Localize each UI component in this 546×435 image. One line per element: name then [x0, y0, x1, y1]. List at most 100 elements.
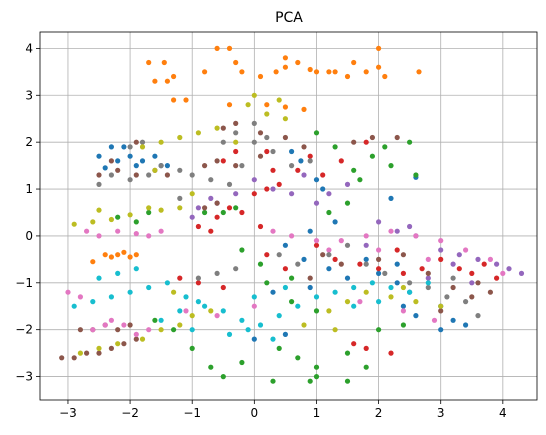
data-point: [214, 313, 220, 319]
data-point: [115, 270, 121, 276]
series-2: [115, 130, 419, 384]
data-point: [307, 378, 313, 384]
data-point: [133, 139, 139, 145]
y-tick-label: −1: [15, 276, 33, 290]
data-point: [139, 158, 146, 164]
data-point: [289, 163, 295, 169]
data-point: [90, 327, 96, 333]
data-point: [233, 139, 239, 145]
data-point: [332, 289, 338, 295]
data-point: [226, 45, 233, 52]
data-point: [289, 299, 295, 305]
data-point: [394, 280, 400, 286]
data-point: [90, 219, 96, 225]
data-point: [270, 228, 276, 234]
data-point: [416, 69, 422, 75]
data-point: [313, 177, 320, 183]
data-point: [220, 209, 226, 216]
data-point: [376, 64, 382, 70]
data-point: [307, 66, 313, 73]
data-point: [394, 134, 400, 141]
data-point: [158, 327, 164, 333]
data-point: [369, 280, 375, 286]
data-point: [388, 163, 394, 169]
data-point: [77, 294, 83, 300]
data-point: [475, 280, 481, 286]
data-point: [264, 111, 270, 117]
data-point: [276, 97, 282, 103]
data-point: [264, 186, 270, 192]
data-point: [251, 294, 257, 300]
data-point: [351, 303, 357, 309]
data-point: [177, 167, 183, 173]
data-point: [270, 336, 276, 342]
data-point: [400, 270, 406, 276]
data-point: [363, 256, 369, 262]
data-point: [183, 97, 189, 103]
data-point: [282, 242, 288, 248]
data-point: [307, 153, 313, 159]
data-point: [376, 256, 382, 262]
data-point: [369, 134, 375, 141]
data-point: [450, 261, 456, 267]
data-point: [344, 350, 351, 356]
data-point: [344, 73, 351, 80]
data-point: [276, 181, 282, 187]
data-point: [127, 212, 133, 218]
data-point: [127, 322, 133, 328]
data-point: [202, 303, 208, 309]
data-point: [344, 275, 351, 281]
data-point: [450, 317, 456, 323]
data-point: [282, 55, 288, 61]
data-point: [71, 221, 77, 227]
data-point: [382, 270, 388, 276]
data-point: [289, 275, 295, 281]
data-point: [195, 299, 201, 305]
data-point: [475, 313, 481, 319]
data-point: [338, 261, 344, 267]
data-point: [494, 275, 500, 281]
data-point: [273, 69, 279, 75]
data-point: [298, 158, 304, 164]
data-point: [115, 252, 121, 258]
data-point: [295, 261, 301, 267]
data-point: [376, 299, 382, 305]
data-point: [394, 261, 400, 267]
data-point: [270, 186, 276, 192]
data-point: [344, 378, 351, 384]
y-tick-label: −3: [15, 370, 33, 384]
y-tick-label: 1: [25, 182, 33, 196]
data-point: [84, 228, 90, 234]
data-point: [127, 254, 133, 260]
data-point: [220, 374, 226, 380]
data-point: [382, 144, 388, 150]
data-point: [487, 256, 493, 262]
data-point: [164, 163, 170, 169]
data-point: [463, 247, 469, 253]
data-point: [183, 294, 189, 300]
data-point: [195, 130, 201, 136]
data-point: [332, 327, 338, 333]
data-point: [195, 205, 201, 211]
data-point: [127, 177, 133, 183]
data-point: [96, 350, 102, 356]
data-point: [357, 177, 363, 183]
data-point: [239, 247, 245, 253]
data-point: [307, 158, 313, 164]
data-point: [388, 350, 394, 356]
data-point: [413, 233, 419, 239]
data-point: [146, 205, 152, 211]
data-point: [494, 261, 500, 267]
data-point: [226, 181, 233, 187]
data-point: [152, 78, 158, 84]
data-point: [152, 317, 158, 323]
data-point: [313, 130, 320, 136]
data-point: [108, 254, 114, 260]
data-point: [214, 158, 220, 164]
data-point: [313, 69, 320, 75]
data-point: [351, 139, 357, 145]
data-point: [438, 308, 444, 314]
data-point: [295, 59, 301, 66]
data-point: [108, 317, 114, 323]
